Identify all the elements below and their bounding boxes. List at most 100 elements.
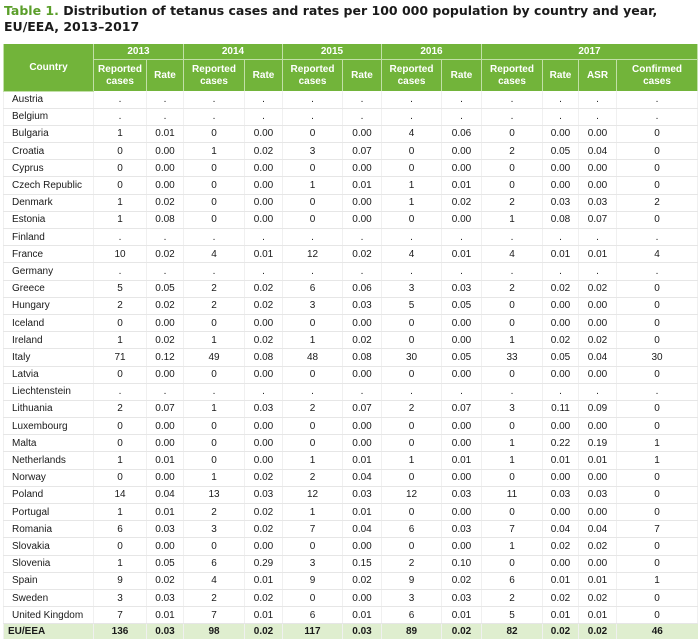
total-value-cell: 0.02 xyxy=(441,623,482,639)
value-cell: 0.02 xyxy=(578,331,617,350)
value-cell: 0.04 xyxy=(146,486,184,505)
value-cell: 0.00 xyxy=(542,314,579,333)
total-value-cell: 46 xyxy=(616,623,698,639)
value-cell: 0 xyxy=(93,417,147,436)
value-cell: 0.00 xyxy=(578,366,617,384)
country-cell: Slovakia xyxy=(3,537,94,556)
value-cell: 0.00 xyxy=(542,159,579,178)
value-cell: 71 xyxy=(93,348,147,367)
table-row: United Kingdom 7 0.01 7 0.01 6 0.01 6 0.01 5 0.01 0… xyxy=(3,606,698,625)
value-cell: 3 xyxy=(282,297,343,315)
reported-cases-header: Reported cases xyxy=(381,59,442,91)
value-cell: 0.01 xyxy=(342,606,382,625)
value-cell: 0.02 xyxy=(244,589,283,608)
year-header-2014: 2014 xyxy=(183,44,283,60)
total-value-cell: 98 xyxy=(183,623,245,639)
value-cell: 0 xyxy=(282,194,343,212)
value-cell: 0.01 xyxy=(578,245,617,264)
value-cell: 1 xyxy=(93,451,147,470)
value-cell: . xyxy=(616,228,698,247)
value-cell: 1 xyxy=(381,176,442,195)
country-cell: Czech Republic xyxy=(3,176,94,195)
confirmed-cases-header: Confirmed cases xyxy=(616,59,698,91)
value-cell: . xyxy=(146,383,184,401)
value-cell: 6 xyxy=(93,520,147,539)
value-cell: . xyxy=(93,108,147,126)
table-title: Table 1. Distribution of tetanus cases a… xyxy=(4,3,694,35)
value-cell: 0.00 xyxy=(441,537,482,556)
value-cell: 0 xyxy=(183,434,245,453)
value-cell: . xyxy=(93,91,147,109)
value-cell: . xyxy=(542,262,579,281)
rate-header: Rate xyxy=(146,59,184,91)
value-cell: . xyxy=(441,262,482,281)
value-cell: 1 xyxy=(282,176,343,195)
value-cell: 0.01 xyxy=(146,125,184,144)
table-row: Lithuania 2 0.07 1 0.03 2 0.07 2 0.07 3 0.11 0.09 0 xyxy=(3,400,698,419)
asr-header: ASR xyxy=(578,59,617,91)
value-cell: 0.00 xyxy=(441,211,482,230)
value-cell: 0.07 xyxy=(342,142,382,161)
value-cell: 1 xyxy=(481,434,543,453)
value-cell: . xyxy=(616,108,698,126)
value-cell: 0 xyxy=(616,211,698,230)
country-cell: Netherlands xyxy=(3,451,94,470)
value-cell: . xyxy=(183,383,245,401)
value-cell: 1 xyxy=(282,451,343,470)
value-cell: 0.07 xyxy=(146,400,184,419)
value-cell: 0.00 xyxy=(244,434,283,453)
value-cell: 0 xyxy=(381,366,442,384)
value-cell: 0 xyxy=(183,125,245,144)
value-cell: 0.01 xyxy=(441,451,482,470)
value-cell: 0.08 xyxy=(342,348,382,367)
value-cell: 0.01 xyxy=(441,176,482,195)
value-cell: 0.01 xyxy=(441,606,482,625)
value-cell: 0.00 xyxy=(146,417,184,436)
value-cell: 9 xyxy=(282,572,343,590)
value-cell: 0 xyxy=(616,125,698,144)
value-cell: . xyxy=(146,108,184,126)
value-cell: . xyxy=(381,91,442,109)
value-cell: . xyxy=(616,91,698,109)
value-cell: 33 xyxy=(481,348,543,367)
value-cell: . xyxy=(381,108,442,126)
value-cell: 0 xyxy=(481,503,543,522)
value-cell: 0.12 xyxy=(146,348,184,367)
value-cell: . xyxy=(441,228,482,247)
value-cell: 1 xyxy=(481,331,543,350)
value-cell: 0 xyxy=(481,366,543,384)
value-cell: 0 xyxy=(481,417,543,436)
value-cell: 12 xyxy=(282,486,343,505)
value-cell: 0 xyxy=(183,366,245,384)
value-cell: 1 xyxy=(93,503,147,522)
value-cell: . xyxy=(282,108,343,126)
value-cell: 0 xyxy=(381,211,442,230)
value-cell: 3 xyxy=(183,520,245,539)
value-cell: 0.00 xyxy=(244,194,283,212)
value-cell: 0.03 xyxy=(578,194,617,212)
value-cell: . xyxy=(381,383,442,401)
value-cell: . xyxy=(183,91,245,109)
value-cell: 2 xyxy=(481,194,543,212)
value-cell: . xyxy=(542,91,579,109)
value-cell: 0.22 xyxy=(542,434,579,453)
country-cell: Belgium xyxy=(3,108,94,126)
value-cell: 30 xyxy=(381,348,442,367)
table-number: Table 1. xyxy=(4,3,59,18)
value-cell: 0.01 xyxy=(342,451,382,470)
value-cell: 2 xyxy=(481,280,543,298)
value-cell: . xyxy=(342,228,382,247)
table-row: Liechtenstein............ xyxy=(3,383,698,401)
value-cell: 0.01 xyxy=(244,572,283,590)
value-cell: 4 xyxy=(183,245,245,264)
value-cell: 0.03 xyxy=(342,486,382,505)
value-cell: . xyxy=(146,91,184,109)
value-cell: 0.02 xyxy=(542,589,579,608)
country-cell: Cyprus xyxy=(3,159,94,178)
value-cell: 0.00 xyxy=(578,503,617,522)
value-cell: 1 xyxy=(93,125,147,144)
value-cell: 0 xyxy=(616,176,698,195)
value-cell: 2 xyxy=(381,400,442,419)
value-cell: 0.03 xyxy=(441,486,482,505)
value-cell: 3 xyxy=(282,555,343,573)
